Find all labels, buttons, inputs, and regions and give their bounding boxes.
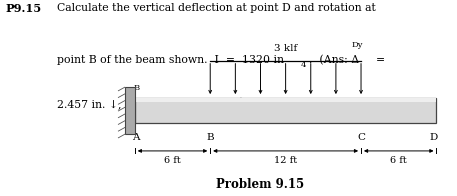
Text: 12 ft: 12 ft (274, 156, 297, 165)
Text: 6 ft: 6 ft (390, 156, 407, 165)
Text: P9.15: P9.15 (5, 3, 42, 14)
Bar (135, 98, 436, 102)
Bar (125, 87, 135, 134)
Text: 3 klf: 3 klf (274, 44, 297, 53)
Text: 2.457 in. ↓, θ: 2.457 in. ↓, θ (57, 98, 132, 109)
Text: Problem 9.15: Problem 9.15 (217, 178, 304, 191)
Text: 4: 4 (301, 61, 306, 69)
Text: B: B (207, 133, 214, 142)
Text: C: C (357, 133, 365, 142)
Text: .  (Ans: Δ: . (Ans: Δ (309, 55, 359, 65)
Text: = 0.00731 rad ↻): = 0.00731 rad ↻) (144, 98, 244, 108)
Text: =: = (369, 55, 385, 65)
Text: Calculate the vertical deflection at point D and rotation at: Calculate the vertical deflection at poi… (57, 3, 376, 13)
Bar (135, 98, 436, 123)
Text: point B of the beam shown.  I  =  1320 in: point B of the beam shown. I = 1320 in (57, 55, 284, 65)
Text: 6 ft: 6 ft (164, 156, 181, 165)
Text: D: D (430, 133, 438, 142)
Text: Dy: Dy (351, 41, 363, 49)
Text: A: A (133, 133, 140, 142)
Text: B: B (134, 84, 140, 92)
